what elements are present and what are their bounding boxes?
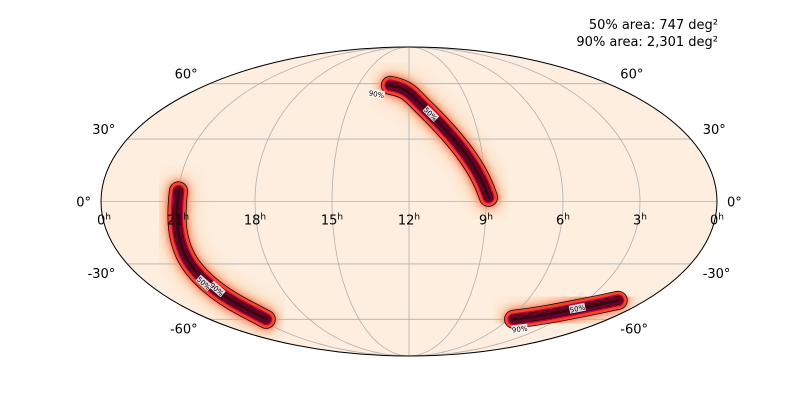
region-1-core: [388, 83, 490, 199]
dec-tick-label-left: 60°: [175, 68, 198, 83]
dec-tick-label-right: 0°: [727, 196, 742, 211]
region-1-label-90: 90%: [367, 88, 386, 100]
dec-tick-label-right: 60°: [620, 68, 643, 83]
dec-tick-label-left: -60°: [170, 322, 198, 337]
dec-tick-label-left: 30°: [92, 123, 115, 138]
area-90-annotation: 90% area: 2,301 deg²: [576, 35, 718, 50]
dec-tick-label-right: -30°: [703, 267, 731, 282]
dec-tick-label-left: -30°: [88, 267, 116, 282]
region-3-label-90: 90%: [511, 323, 529, 335]
dec-tick-label-left: 0°: [76, 196, 91, 211]
probability-contours: 90%50%50%90%90%50%: [167, 75, 628, 335]
svg-text:90%: 90%: [512, 325, 529, 335]
region-3-label-50: 50%: [568, 302, 586, 315]
ra-tick-label: 0h: [710, 213, 724, 229]
dec-tick-label-right: 30°: [703, 123, 726, 138]
area-50-annotation: 50% area: 747 deg²: [588, 18, 718, 33]
svg-text:50%: 50%: [569, 304, 586, 315]
region-3-core: [512, 298, 620, 321]
svg-text:90%: 90%: [368, 89, 385, 100]
dec-tick-label-right: -60°: [620, 322, 648, 337]
sky-boundary: [100, 46, 718, 357]
